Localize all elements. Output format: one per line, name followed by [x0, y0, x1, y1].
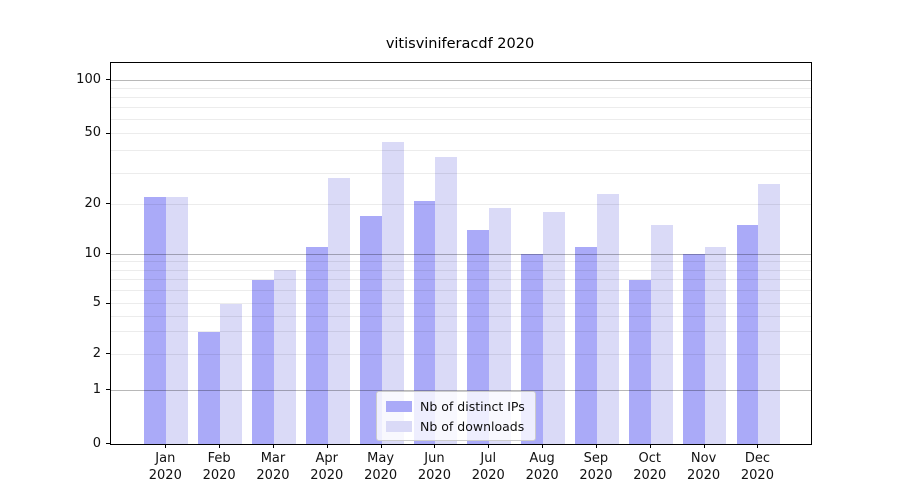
bar-distinct-ips-jul: [467, 230, 490, 444]
y-tick-mark-50: [106, 132, 110, 134]
gridline-minor-9: [111, 261, 811, 263]
x-tick-mark-feb: [219, 444, 221, 448]
gridline-minor-2: [111, 353, 811, 355]
y-tick-label-50: 50: [84, 125, 101, 141]
bar-downloads-apr: [327, 178, 350, 444]
gridline-minor-70: [111, 107, 811, 109]
plot-area: [110, 62, 812, 445]
legend-label: Nb of distinct IPs: [420, 398, 525, 414]
gridline-minor-80: [111, 96, 811, 98]
gridline-minor-20: [111, 203, 811, 205]
x-tick-mark-aug: [542, 444, 544, 448]
x-tick-mark-jun: [434, 444, 436, 448]
x-tick-label-aug: Aug 2020: [525, 451, 559, 483]
x-tick-mark-nov: [703, 444, 705, 448]
y-tick-label-0: 0: [92, 435, 101, 451]
gridline-minor-6: [111, 290, 811, 292]
bar-distinct-ips-jun: [413, 200, 436, 444]
gridline-major-10: [111, 253, 811, 255]
bar-distinct-ips-feb: [198, 331, 221, 444]
bar-distinct-ips-dec: [736, 225, 759, 444]
x-tick-label-may: May 2020: [364, 451, 398, 483]
x-tick-label-oct: Oct 2020: [633, 451, 667, 483]
legend-label: Nb of downloads: [420, 418, 525, 434]
gridline-minor-50: [111, 133, 811, 135]
y-tick-label-2: 2: [92, 345, 101, 361]
bar-distinct-ips-mar: [252, 279, 274, 444]
bar-downloads-dec: [758, 184, 781, 444]
bar-downloads-jul: [489, 208, 512, 444]
chart-title: vitisviniferacdf 2020: [385, 36, 535, 52]
x-tick-label-nov: Nov 2020: [687, 451, 721, 483]
gridline-minor-40: [111, 150, 811, 152]
y-tick-label-100: 100: [76, 71, 101, 87]
x-tick-mark-dec: [757, 444, 759, 448]
bar-distinct-ips-oct: [628, 279, 651, 444]
legend: Nb of distinct IPs Nb of downloads: [376, 391, 536, 441]
x-tick-label-jul: Jul 2020: [471, 451, 505, 483]
y-tick-mark-1: [106, 389, 110, 391]
gridline-major-100: [111, 79, 811, 81]
y-tick-label-10: 10: [84, 245, 101, 261]
bar-downloads-mar: [273, 270, 296, 444]
bar-distinct-ips-sep: [575, 247, 597, 444]
gridline-minor-3: [111, 331, 811, 333]
gridline-minor-30: [111, 172, 811, 174]
legend-swatch-icon: [386, 420, 412, 432]
x-tick-label-jan: Jan 2020: [148, 451, 182, 483]
legend-row-downloads: Nb of downloads: [386, 418, 525, 434]
gridline-minor-90: [111, 87, 811, 89]
x-tick-mark-oct: [649, 444, 651, 448]
x-tick-label-sep: Sep 2020: [579, 451, 613, 483]
y-tick-mark-20: [106, 203, 110, 205]
y-tick-mark-100: [106, 79, 110, 80]
x-tick-mark-jul: [488, 444, 490, 448]
bar-distinct-ips-apr: [305, 247, 328, 444]
bar-distinct-ips-nov: [682, 254, 705, 444]
x-tick-label-mar: Mar 2020: [256, 451, 290, 483]
x-tick-label-jun: Jun 2020: [417, 451, 451, 483]
y-tick-label-5: 5: [92, 295, 101, 311]
x-tick-label-dec: Dec 2020: [740, 451, 774, 483]
bar-downloads-nov: [704, 247, 727, 444]
bar-downloads-oct: [650, 225, 673, 444]
bar-downloads-sep: [596, 193, 619, 444]
x-tick-mark-jan: [165, 444, 167, 448]
gridline-minor-4: [111, 315, 811, 317]
y-tick-mark-10: [106, 253, 110, 255]
gridline-major-1: [111, 389, 811, 391]
legend-swatch-icon: [386, 400, 412, 412]
y-tick-mark-0: [106, 443, 110, 444]
gridline-minor-8: [111, 269, 811, 271]
y-tick-label-20: 20: [84, 195, 101, 211]
gridline-minor-5: [111, 303, 811, 305]
bar-downloads-jan: [166, 196, 189, 444]
bar-downloads-jun: [435, 156, 458, 444]
x-tick-label-feb: Feb 2020: [202, 451, 236, 483]
bar-distinct-ips-may: [359, 216, 382, 444]
y-tick-mark-2: [106, 353, 110, 355]
x-tick-mark-may: [380, 444, 382, 448]
y-tick-mark-5: [106, 302, 110, 304]
bar-downloads-aug: [543, 211, 565, 444]
x-tick-mark-sep: [595, 444, 597, 448]
x-tick-label-apr: Apr 2020: [310, 451, 344, 483]
bar-downloads-may: [381, 141, 404, 444]
gridline-minor-7: [111, 279, 811, 281]
y-tick-label-1: 1: [92, 381, 101, 397]
x-tick-mark-mar: [272, 444, 274, 448]
bar-distinct-ips-jan: [144, 196, 167, 444]
legend-row-distinct-ips: Nb of distinct IPs: [386, 398, 525, 414]
x-tick-mark-apr: [326, 444, 328, 448]
bar-downloads-feb: [220, 303, 243, 444]
gridline-minor-60: [111, 119, 811, 121]
